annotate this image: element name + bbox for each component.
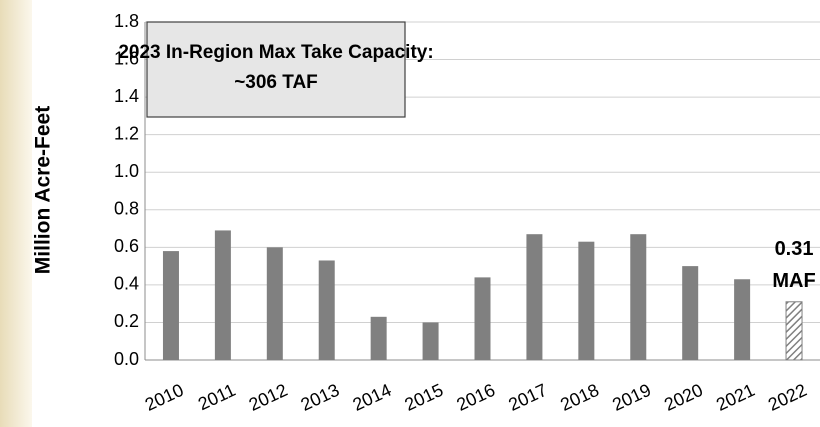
y-tick-label: 1.0: [114, 161, 139, 181]
y-tick-label: 0.6: [114, 236, 139, 256]
bar: [162, 251, 179, 360]
bar: [578, 241, 595, 360]
x-tick-label: 2020: [661, 380, 706, 415]
y-tick-label: 0.4: [114, 274, 139, 294]
y-axis-label: Million Acre-Feet: [32, 106, 55, 274]
y-tick-label: 0.0: [114, 349, 139, 369]
bar: [526, 234, 543, 360]
annotation-box: [146, 21, 406, 118]
x-tick-label: 2022: [765, 380, 810, 415]
y-tick-label: 1.8: [114, 11, 139, 31]
x-tick-label: 2013: [298, 380, 343, 415]
x-tick-label: 2014: [350, 380, 395, 415]
y-tick-label: 1.4: [114, 86, 139, 106]
y-tick-label: 0.2: [114, 311, 139, 331]
annotation-text: 2023 In-Region Max Take Capacity:: [118, 42, 433, 63]
x-tick-label: 2015: [402, 380, 447, 415]
x-tick-label: 2018: [557, 380, 602, 415]
bar: [474, 277, 491, 360]
bar: [785, 301, 803, 361]
value-label-unit: MAF: [772, 270, 815, 292]
x-tick-label: 2010: [142, 380, 187, 415]
background-strip: [0, 0, 32, 427]
x-tick-label: 2012: [246, 380, 291, 415]
x-tick-label: 2021: [713, 380, 758, 415]
x-tick-label: 2017: [505, 380, 550, 415]
x-tick-label: 2016: [453, 380, 498, 415]
y-tick-label: 1.6: [114, 48, 139, 68]
bar: [318, 260, 335, 360]
x-tick-label: 2019: [609, 380, 654, 415]
bar: [370, 316, 387, 360]
bar: [630, 234, 647, 360]
y-tick-label: 1.2: [114, 123, 139, 143]
x-tick-label: 2011: [195, 380, 239, 414]
value-label: 0.31: [775, 238, 814, 260]
bar: [266, 247, 283, 360]
bar: [682, 266, 699, 360]
annotation-text: ~306 TAF: [234, 72, 318, 93]
bar: [214, 230, 231, 360]
bar: [734, 279, 751, 360]
bar: [422, 322, 439, 360]
y-tick-label: 0.8: [114, 199, 139, 219]
